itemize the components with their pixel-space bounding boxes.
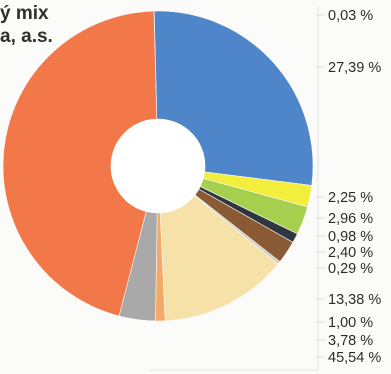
chart-title: ý mix a, a.s.: [0, 2, 53, 48]
chart-title-line-1: ý mix: [0, 3, 49, 24]
slice-label-3: 2,96 %: [328, 211, 373, 227]
slice-label-0: 0,03 %: [328, 8, 373, 24]
chart-title-line-2: a, a.s.: [0, 26, 53, 47]
slice-label-9: 3,78 %: [328, 333, 373, 349]
slice-label-8: 1,00 %: [328, 315, 373, 331]
slice-label-2: 2,25 %: [328, 190, 373, 206]
slice-label-6: 0,29 %: [328, 261, 373, 277]
slice-label-1: 27,39 %: [328, 60, 381, 76]
slice-label-7: 13,38 %: [328, 292, 381, 308]
slice-label-10: 45,54 %: [328, 350, 381, 366]
slice-label-4: 0,98 %: [328, 229, 373, 245]
slice-label-5: 2,40 %: [328, 245, 373, 261]
donut-hole: [111, 119, 205, 213]
